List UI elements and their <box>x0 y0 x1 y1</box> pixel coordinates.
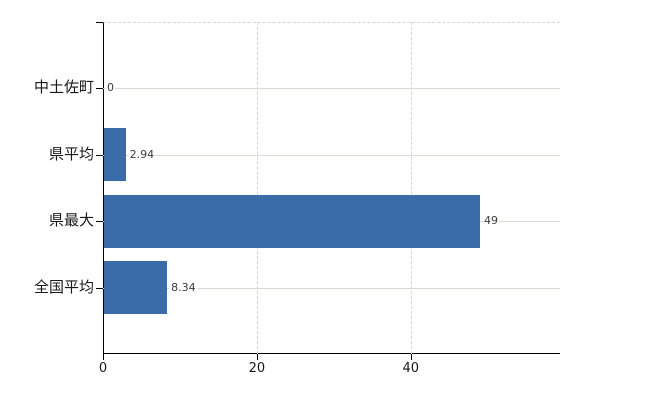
y-axis-tick <box>96 221 103 223</box>
x-tick-label: 0 <box>98 361 108 376</box>
bar-県最大 <box>104 194 480 248</box>
x-tick-label: 20 <box>248 361 266 376</box>
bar-全国平均 <box>104 261 168 315</box>
category-label: 中土佐町 <box>33 78 94 97</box>
category-label: 県最大 <box>48 211 94 230</box>
y-axis-tick <box>96 154 103 156</box>
value-label: 0 <box>106 81 115 95</box>
bar-県平均 <box>104 128 126 182</box>
y-axis-top-tick <box>96 22 103 23</box>
x-tick-label: 40 <box>402 361 420 376</box>
vertical-gridline <box>256 22 258 354</box>
y-axis-tick <box>96 287 103 289</box>
category-label: 全国平均 <box>33 277 94 296</box>
vertical-gridline <box>410 22 412 354</box>
value-label: 8.34 <box>170 280 197 294</box>
category-label: 県平均 <box>48 144 94 163</box>
value-label: 2.94 <box>128 147 156 161</box>
horizontal-gridline <box>103 88 560 90</box>
plot-area <box>103 22 560 354</box>
horizontal-gridline <box>103 287 560 289</box>
x-axis-tick <box>410 354 412 360</box>
horizontal-gridline <box>103 154 560 156</box>
value-label: 49 <box>482 214 499 228</box>
x-axis-tick <box>256 354 258 360</box>
y-axis-tick <box>96 88 103 90</box>
x-axis-tick <box>103 354 104 360</box>
